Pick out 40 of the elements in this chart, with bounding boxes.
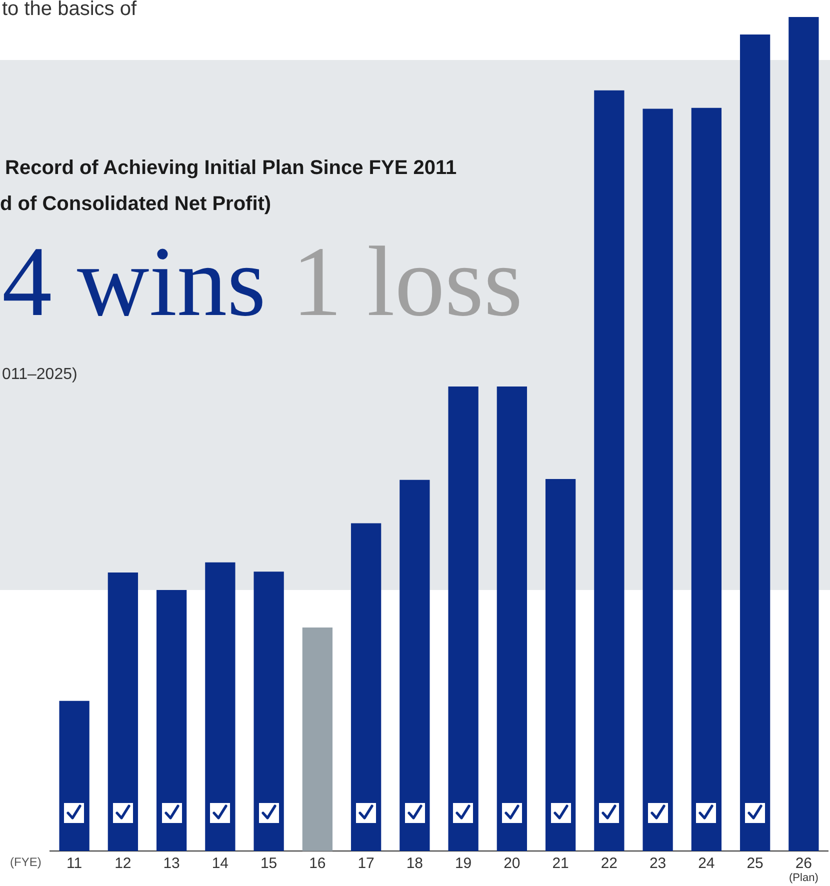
bar (594, 90, 624, 851)
x-tick-label: 13 (163, 855, 180, 872)
bar (545, 479, 576, 851)
bar (108, 572, 138, 851)
bar (788, 17, 819, 851)
x-tick-label: 23 (649, 855, 666, 872)
x-tick-label: 15 (260, 855, 278, 872)
x-tick-label: 22 (600, 855, 618, 872)
bar (350, 523, 382, 851)
text: Record of Achieving Initial Plan Since FYE 2011 (5, 157, 457, 180)
bar (59, 700, 90, 851)
x-tick-label: 21 (552, 855, 569, 872)
x-tick-label: 17 (358, 855, 374, 872)
bar (400, 480, 430, 851)
x-tick-label: 11 (66, 855, 82, 872)
x-tick-label: 18 (406, 855, 424, 872)
bar (302, 627, 333, 851)
x-tick-label: 16 (309, 855, 326, 872)
annotation: 1 loss (292, 225, 523, 339)
annotation: 4 wins (2, 225, 266, 339)
text: (Plan) (788, 872, 820, 884)
bar (448, 386, 478, 851)
x-tick-label: 19 (454, 855, 472, 872)
text: d of Consolidated Net Profit) (0, 193, 272, 216)
x-tick-label: 25 (746, 855, 764, 872)
x-axis-title: (FYE) (10, 855, 42, 869)
annotation: to the basics of (2, 0, 137, 21)
annotation: 011–2025) (2, 366, 78, 384)
bar (156, 590, 187, 851)
bar (254, 572, 284, 851)
bar (205, 562, 236, 851)
bar (691, 108, 722, 851)
x-tick-label: 20 (504, 855, 520, 872)
bar (642, 108, 673, 851)
x-tick-label: 26 (795, 855, 812, 872)
x-tick-label: 14 (212, 855, 229, 872)
bar (496, 386, 528, 851)
x-tick-label: 24 (698, 855, 715, 872)
bar (740, 34, 770, 851)
x-tick-label: 12 (114, 855, 132, 872)
